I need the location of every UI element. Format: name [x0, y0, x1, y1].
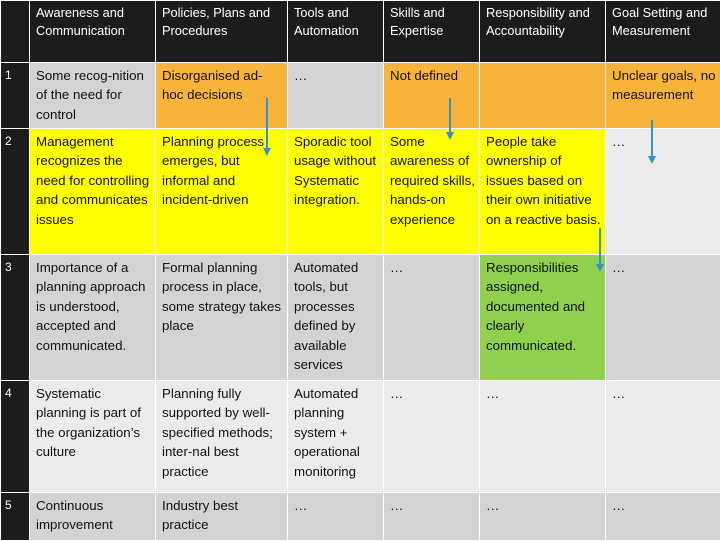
table-row: 5 Continuous improvement Industry best p…	[1, 493, 720, 541]
table-cell: Disorganised ad-hoc decisions	[156, 63, 288, 129]
table-cell: Responsibilities assigned, documented an…	[480, 255, 606, 381]
row-number: 2	[1, 129, 30, 255]
table-cell: …	[384, 381, 480, 493]
table-cell: Automated tools, but processes defined b…	[288, 255, 384, 381]
table-cell: Planning process emerges, but informal a…	[156, 129, 288, 255]
table-cell: Continuous improvement	[30, 493, 156, 541]
header-goals: Goal Setting and Measurement	[606, 1, 720, 63]
table-row: 3 Importance of a planning approach is u…	[1, 255, 720, 381]
header-corner	[1, 1, 30, 63]
table-cell: Importance of a planning approach is und…	[30, 255, 156, 381]
table-row: 1 Some recog-nition of the need for cont…	[1, 63, 720, 129]
header-policies: Policies, Plans and Procedures	[156, 1, 288, 63]
table-cell: …	[480, 381, 606, 493]
table-cell: Unclear goals, no measurement	[606, 63, 720, 129]
table-cell: Some awareness of required skills, hands…	[384, 129, 480, 255]
table-cell: Formal planning process in place, some s…	[156, 255, 288, 381]
table-cell: …	[384, 255, 480, 381]
header-row: Awareness and Communication Policies, Pl…	[1, 1, 720, 63]
table-cell: People take ownership of issues based on…	[480, 129, 606, 255]
row-number: 4	[1, 381, 30, 493]
table-cell: …	[606, 129, 720, 255]
table-cell: …	[606, 255, 720, 381]
table-cell: Planning fully supported by well-specifi…	[156, 381, 288, 493]
table-cell: Industry best practice	[156, 493, 288, 541]
header-tools: Tools and Automation	[288, 1, 384, 63]
header-awareness: Awareness and Communication	[30, 1, 156, 63]
table-cell: Some recog-nition of the need for contro…	[30, 63, 156, 129]
table-cell: …	[288, 493, 384, 541]
table-cell: Automated planning system + operational …	[288, 381, 384, 493]
table-cell: Sporadic tool usage without Systematic i…	[288, 129, 384, 255]
row-number: 1	[1, 63, 30, 129]
table-cell: Not defined	[384, 63, 480, 129]
row-number: 5	[1, 493, 30, 541]
table-cell: …	[384, 493, 480, 541]
table-cell: Management recognizes the need for contr…	[30, 129, 156, 255]
table-cell: …	[606, 381, 720, 493]
header-skills: Skills and Expertise	[384, 1, 480, 63]
table-row: 4 Systematic planning is part of the org…	[1, 381, 720, 493]
table-row: 2 Management recognizes the need for con…	[1, 129, 720, 255]
table-cell: …	[288, 63, 384, 129]
header-responsibility: Responsibility and Accountability	[480, 1, 606, 63]
table-cell: …	[606, 493, 720, 541]
table-cell	[480, 63, 606, 129]
table-cell: …	[480, 493, 606, 541]
table-cell: Systematic planning is part of the organ…	[30, 381, 156, 493]
row-number: 3	[1, 255, 30, 381]
